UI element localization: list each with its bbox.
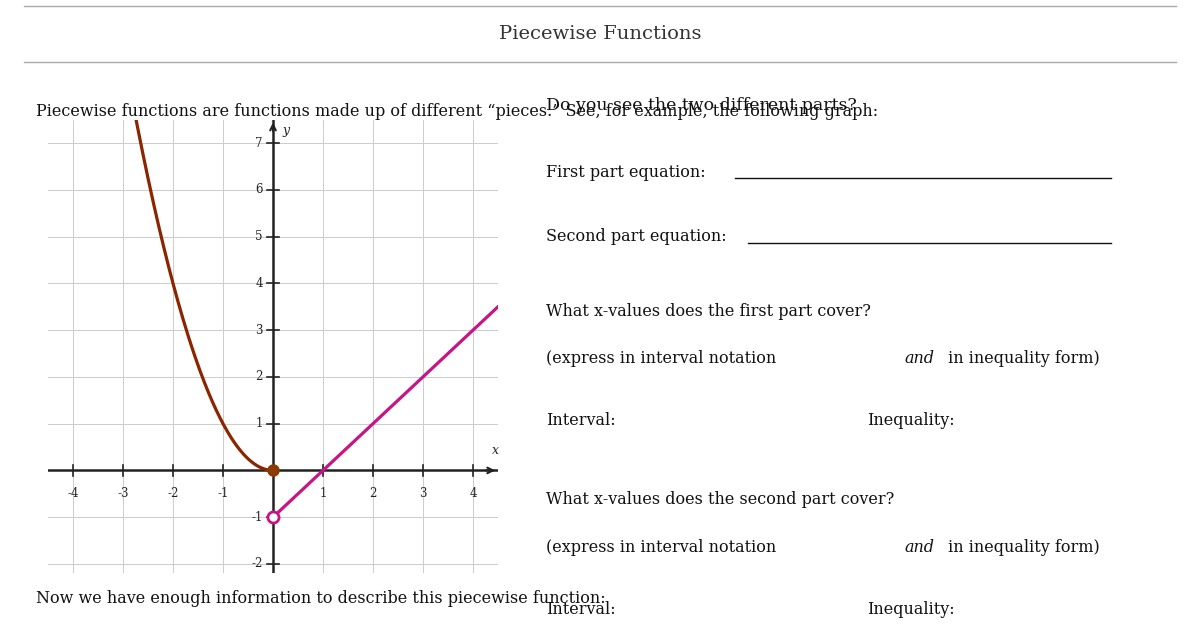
Text: Interval:: Interval: <box>546 601 616 618</box>
Text: 1: 1 <box>319 487 326 500</box>
Text: 4: 4 <box>469 487 476 500</box>
Text: Piecewise functions are functions made up of different “pieces.” See, for exampl: Piecewise functions are functions made u… <box>36 103 878 120</box>
Text: 2: 2 <box>256 370 263 384</box>
Text: 1: 1 <box>256 417 263 430</box>
Text: 4: 4 <box>256 277 263 290</box>
Text: x: x <box>492 444 499 457</box>
Text: (express in interval notation: (express in interval notation <box>546 350 781 367</box>
Text: 6: 6 <box>256 183 263 197</box>
Text: (express in interval notation: (express in interval notation <box>546 539 781 556</box>
Text: What x-values does the first part cover?: What x-values does the first part cover? <box>546 302 871 319</box>
Text: Second part equation:: Second part equation: <box>546 228 727 245</box>
Text: Inequality:: Inequality: <box>866 601 955 618</box>
Text: 3: 3 <box>256 324 263 336</box>
Text: Inequality:: Inequality: <box>866 412 955 429</box>
Text: and: and <box>905 539 935 556</box>
Text: Now we have enough information to describe this piecewise function:: Now we have enough information to descri… <box>36 590 606 607</box>
Text: and: and <box>905 350 935 367</box>
Text: 5: 5 <box>256 230 263 243</box>
Text: 3: 3 <box>419 487 427 500</box>
Text: -2: -2 <box>252 558 263 570</box>
Text: Piecewise Functions: Piecewise Functions <box>499 25 701 43</box>
Text: -2: -2 <box>167 487 179 500</box>
Text: in inequality form): in inequality form) <box>943 539 1099 556</box>
Text: 2: 2 <box>370 487 377 500</box>
Text: -1: -1 <box>252 511 263 524</box>
Text: y: y <box>282 124 289 137</box>
Text: in inequality form): in inequality form) <box>943 350 1099 367</box>
Text: -4: -4 <box>67 487 79 500</box>
Text: -1: -1 <box>217 487 229 500</box>
Text: First part equation:: First part equation: <box>546 164 706 181</box>
Text: What x-values does the second part cover?: What x-values does the second part cover… <box>546 491 894 508</box>
Text: Do you see the two different parts?: Do you see the two different parts? <box>546 96 857 113</box>
Text: 7: 7 <box>256 137 263 149</box>
Text: Interval:: Interval: <box>546 412 616 429</box>
Text: -3: -3 <box>118 487 128 500</box>
